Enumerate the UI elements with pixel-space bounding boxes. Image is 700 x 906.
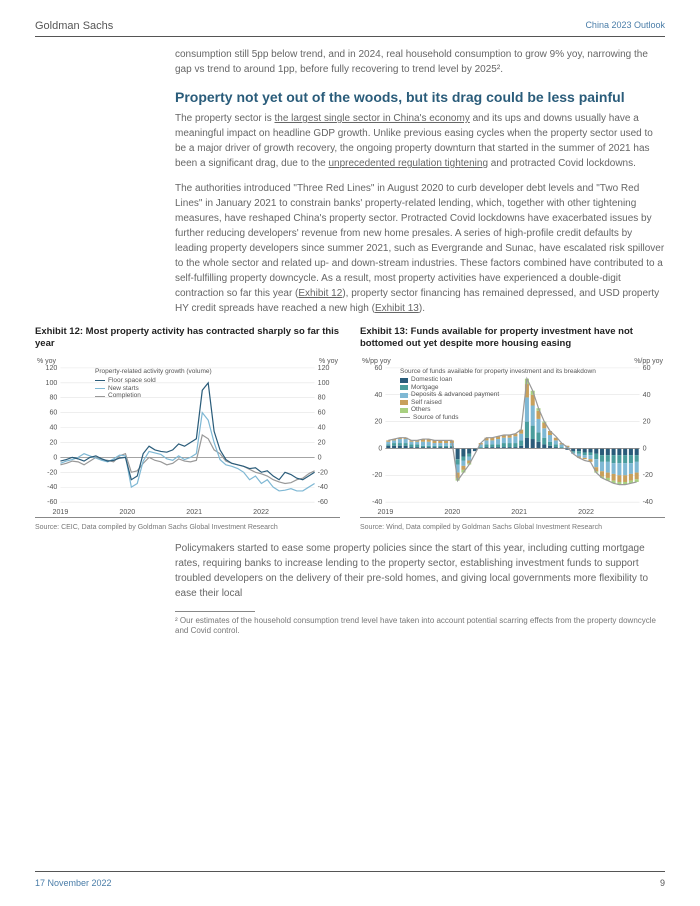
brand: Goldman Sachs: [35, 20, 113, 32]
exhibit-13: Exhibit 13: Funds available for property…: [360, 326, 665, 531]
svg-text:-40: -40: [47, 484, 57, 491]
svg-text:0: 0: [378, 445, 382, 452]
svg-text:80: 80: [318, 395, 326, 402]
link-exhibit-12[interactable]: Exhibit 12: [298, 288, 342, 299]
svg-text:2020: 2020: [444, 509, 460, 516]
footnote-rule: [175, 611, 255, 612]
svg-text:-20: -20: [372, 472, 382, 479]
svg-text:120: 120: [318, 365, 330, 372]
y-axis-label-left: %/pp yoy: [362, 358, 391, 365]
svg-text:0: 0: [53, 454, 57, 461]
para-3: The authorities introduced "Three Red Li…: [175, 181, 665, 316]
doc-title: China 2023 Outlook: [585, 20, 665, 32]
footer-date: 17 November 2022: [35, 878, 112, 888]
footnote-2: ² Our estimates of the household consump…: [175, 616, 665, 637]
svg-text:-60: -60: [47, 499, 57, 506]
svg-text:60: 60: [643, 365, 651, 372]
exhibit-12-source: Source: CEIC, Data compiled by Goldman S…: [35, 524, 340, 531]
svg-text:2022: 2022: [578, 509, 594, 516]
svg-text:20: 20: [643, 419, 651, 426]
exhibit-12: Exhibit 12: Most property activity has c…: [35, 326, 340, 531]
svg-text:-40: -40: [372, 499, 382, 506]
svg-text:0: 0: [318, 454, 322, 461]
svg-text:40: 40: [49, 425, 57, 432]
svg-text:40: 40: [318, 425, 326, 432]
section-title: Property not yet out of the woods, but i…: [175, 89, 665, 105]
svg-text:0: 0: [643, 445, 647, 452]
svg-text:-20: -20: [47, 469, 57, 476]
svg-text:-60: -60: [318, 499, 328, 506]
svg-text:60: 60: [318, 410, 326, 417]
svg-text:60: 60: [49, 410, 57, 417]
exhibit-12-title: Exhibit 12: Most property activity has c…: [35, 326, 340, 352]
page-footer: 17 November 2022 9: [35, 871, 665, 888]
para-4: Policymakers started to ease some proper…: [175, 541, 665, 601]
svg-text:120: 120: [46, 365, 58, 372]
link-largest-sector[interactable]: the largest single sector in China's eco…: [274, 113, 469, 124]
svg-text:2022: 2022: [253, 509, 269, 516]
exhibits-row: Exhibit 12: Most property activity has c…: [35, 326, 665, 531]
svg-text:2019: 2019: [53, 509, 69, 516]
link-exhibit-13[interactable]: Exhibit 13: [375, 303, 419, 314]
para-1: consumption still 5pp below trend, and i…: [175, 47, 665, 77]
svg-text:100: 100: [46, 380, 58, 387]
svg-text:-40: -40: [318, 484, 328, 491]
exhibit-12-legend: Property-related activity growth (volume…: [95, 368, 212, 400]
svg-text:-20: -20: [643, 472, 653, 479]
svg-text:2020: 2020: [119, 509, 135, 516]
exhibit-13-legend: Source of funds available for property i…: [400, 368, 596, 421]
svg-text:60: 60: [374, 365, 382, 372]
y-axis-label-left: % yoy: [37, 358, 56, 365]
svg-text:40: 40: [374, 392, 382, 399]
svg-text:40: 40: [643, 392, 651, 399]
link-regulation-tightening[interactable]: unprecedented regulation tightening: [328, 158, 488, 169]
y-axis-label-right: %/pp yoy: [634, 358, 663, 365]
svg-text:20: 20: [318, 440, 326, 447]
exhibit-13-source: Source: Wind, Data compiled by Goldman S…: [360, 524, 665, 531]
svg-text:20: 20: [374, 419, 382, 426]
exhibit-13-chart: %/pp yoy %/pp yoy Source of funds availa…: [360, 358, 665, 518]
exhibit-13-title: Exhibit 13: Funds available for property…: [360, 326, 665, 352]
exhibit-12-chart: % yoy % yoy Property-related activity gr…: [35, 358, 340, 518]
svg-text:2021: 2021: [186, 509, 202, 516]
page-header: Goldman Sachs China 2023 Outlook: [35, 20, 665, 37]
svg-text:80: 80: [49, 395, 57, 402]
svg-text:2021: 2021: [511, 509, 527, 516]
footer-page: 9: [660, 878, 665, 888]
svg-text:2019: 2019: [378, 509, 394, 516]
svg-text:100: 100: [318, 380, 330, 387]
para-2: The property sector is the largest singl…: [175, 111, 665, 171]
y-axis-label-right: % yoy: [319, 358, 338, 365]
svg-text:20: 20: [49, 440, 57, 447]
svg-text:-40: -40: [643, 499, 653, 506]
svg-text:-20: -20: [318, 469, 328, 476]
